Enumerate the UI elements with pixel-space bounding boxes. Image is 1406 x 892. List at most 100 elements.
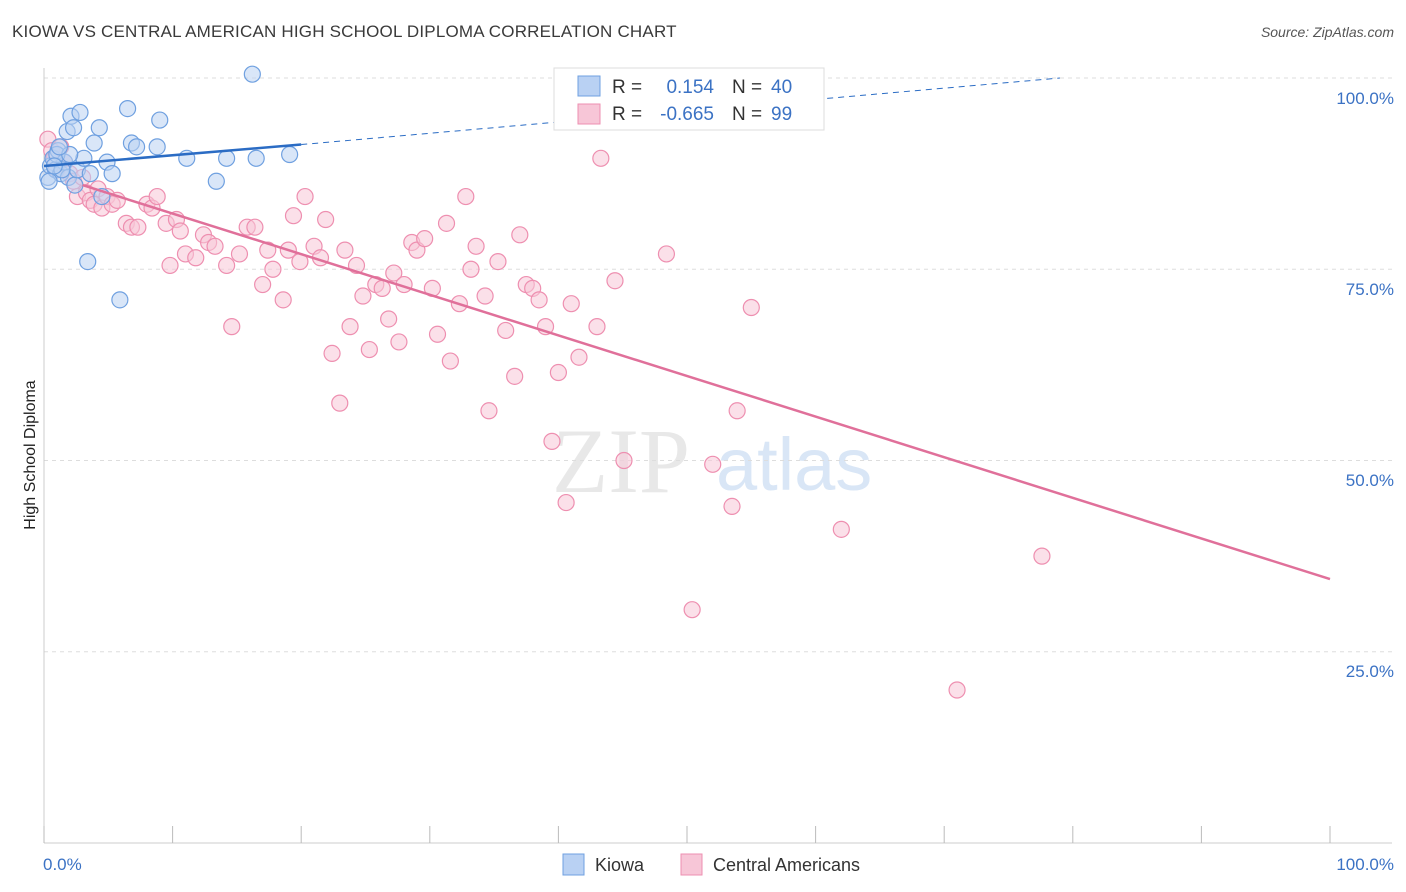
axes [43,68,1392,844]
central-point-32 [206,237,224,255]
stats-central-r-label: R = [612,104,642,125]
stats-kiowa-r-label: R = [612,77,642,98]
central-point-59 [385,264,403,282]
central-point-54 [354,287,372,305]
source-label: Source: ZipAtlas.com [1260,24,1394,40]
kiowa-point-22 [111,291,129,309]
central-point-71 [462,260,480,278]
central-point-20 [129,218,147,236]
central-point-25 [161,256,179,275]
central-point-37 [246,218,264,236]
central-point-93 [683,601,701,619]
central-point-67 [437,214,456,232]
central-point-76 [497,321,515,340]
central-point-83 [543,432,561,450]
central-point-51 [336,241,354,259]
central-trend-line [82,183,1331,581]
kiowa-point-13 [71,103,89,122]
central-point-35 [230,245,249,263]
central-point-75 [489,253,507,271]
central-point-85 [557,493,575,512]
central-point-23 [148,187,166,206]
central-point-29 [187,249,205,267]
x-tick-label-max: 100.0% [1336,855,1394,874]
central-point-45 [296,187,314,206]
central-point-55 [360,340,378,359]
kiowa-point-16 [81,165,99,183]
legend-central-swatch [680,853,703,876]
central-point-74 [480,402,498,420]
kiowa-point-10 [64,119,83,137]
central-point-60 [390,333,408,351]
y-tick-label-50: 50.0% [1346,471,1394,490]
kiowa-point-31 [243,65,261,83]
kiowa-point-30 [218,149,236,167]
stats-kiowa-n-label: N = [732,77,762,98]
central-point-27 [171,222,189,240]
y-tick-label-75: 75.0% [1346,280,1394,299]
central-point-88 [588,318,606,336]
series-central-americans [39,130,1051,699]
central-point-70 [457,187,475,206]
central-point-100 [1033,547,1051,565]
central-point-94 [704,455,722,473]
central-point-43 [284,207,303,225]
central-point-41 [274,291,292,309]
kiowa-point-17 [85,134,103,152]
legend: Kiowa Central Americans [562,853,860,876]
central-point-96 [728,402,746,420]
central-point-98 [832,520,850,538]
kiowa-point-33 [281,145,299,164]
kiowa-point-39 [50,138,69,156]
chart-title: KIOWA VS CENTRAL AMERICAN HIGH SCHOOL DI… [12,22,677,41]
central-point-38 [254,275,272,294]
x-tick-label-min: 0.0% [43,855,82,874]
central-point-91 [615,451,633,470]
central-point-64 [416,230,434,248]
central-point-84 [549,363,568,382]
watermark-atlas: atlas [716,423,872,506]
central-point-81 [530,291,548,309]
central-point-90 [606,272,624,290]
central-point-48 [317,210,335,229]
kiowa-point-32 [247,149,265,167]
kiowa-point-11 [66,176,84,194]
stats-central-r-value: -0.665 [660,104,714,125]
kiowa-point-15 [79,253,97,271]
kiowa-point-18 [90,119,108,137]
stats-kiowa-n-value: 40 [771,77,792,98]
y-tick-label-25: 25.0% [1346,662,1394,681]
kiowa-point-26 [148,138,166,156]
central-point-72 [467,237,485,255]
stats-kiowa-swatch [577,75,601,97]
central-point-49 [323,344,341,362]
kiowa-point-21 [103,165,121,183]
y-axis-label: High School Diploma [22,380,39,530]
central-point-95 [723,497,741,515]
central-point-77 [506,367,524,385]
central-point-87 [570,348,588,366]
central-point-40 [264,260,282,278]
central-point-58 [380,310,398,328]
central-point-73 [476,287,494,305]
legend-kiowa-swatch [562,853,585,876]
central-point-52 [341,318,359,336]
grid-lines [44,77,1392,653]
central-point-97 [742,298,760,317]
stats-kiowa-r-value: 0.154 [666,77,714,98]
kiowa-point-27 [151,111,169,129]
legend-central-label: Central Americans [713,855,860,875]
trend-lines [43,77,1331,581]
stats-central-n-label: N = [732,104,762,125]
central-point-78 [511,226,529,244]
stats-central-n-value: 99 [771,104,792,125]
kiowa-point-34 [40,172,58,190]
central-point-66 [428,325,447,343]
central-point-68 [441,352,459,370]
central-point-34 [223,318,241,336]
kiowa-point-29 [207,172,225,190]
central-point-99 [948,681,966,699]
central-point-92 [657,245,676,263]
kiowa-point-25 [127,138,146,156]
